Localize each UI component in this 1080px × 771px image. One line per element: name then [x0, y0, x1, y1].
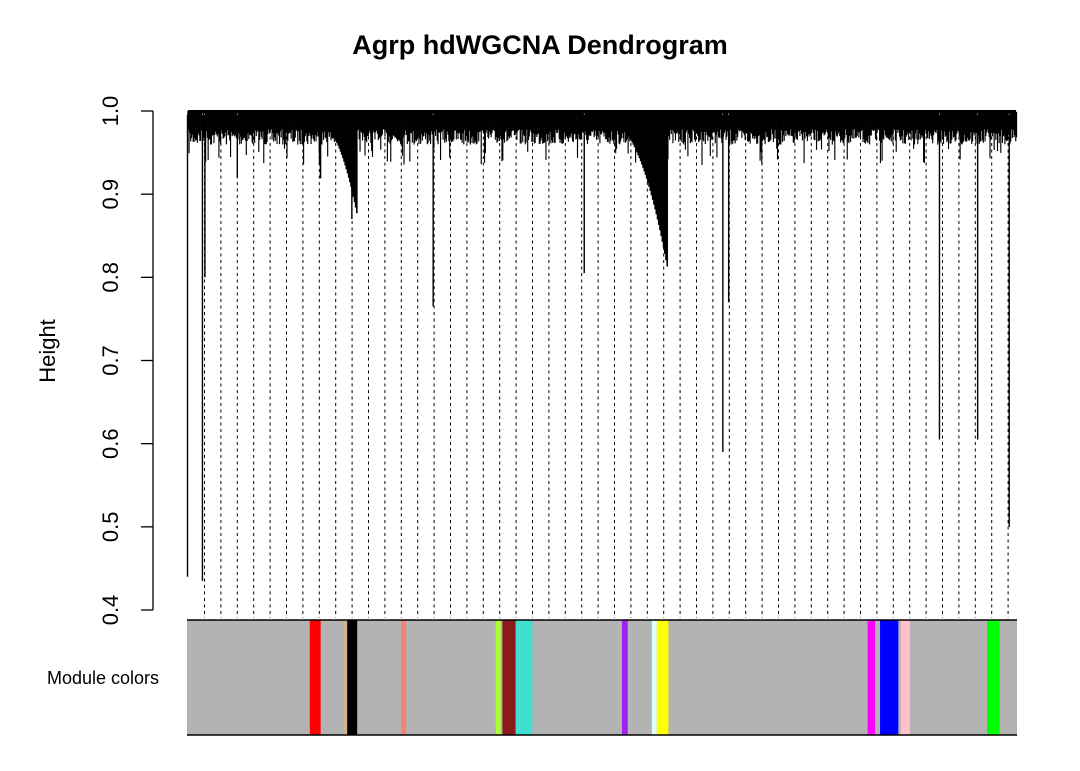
module-colors-label: Module colors — [47, 668, 160, 688]
dashed-leaf-guides — [204, 123, 1009, 618]
module-segment-turquoise — [515, 620, 533, 735]
module-segment-purple — [621, 620, 628, 735]
module-segment-tan — [343, 620, 348, 735]
module-segment-greenyellow — [495, 620, 501, 735]
module-segment-red — [309, 620, 321, 735]
dendrogram-tree — [186, 110, 1018, 581]
module-color-bar — [187, 619, 1017, 736]
chart-title: Agrp hdWGCNA Dendrogram — [352, 30, 728, 60]
y-tick-label: 1.0 — [98, 96, 123, 127]
y-axis: 0.4 0.5 0.6 0.7 0.8 0.9 1.0 — [98, 96, 154, 626]
module-segment-black — [347, 620, 358, 735]
y-tick-label: 0.5 — [98, 512, 123, 543]
module-segment-green — [987, 620, 1000, 735]
color-bar-background — [187, 620, 1017, 735]
y-tick-label: 0.4 — [98, 595, 123, 626]
y-tick-label: 0.7 — [98, 345, 123, 376]
module-segment-cyan — [651, 620, 657, 735]
y-tick-label: 0.8 — [98, 262, 123, 293]
y-tick-label: 0.6 — [98, 428, 123, 459]
module-segment-blue — [880, 620, 899, 735]
module-segment-magenta — [867, 620, 876, 735]
y-tick-label: 0.9 — [98, 179, 123, 210]
module-segment-darkred — [502, 620, 516, 735]
module-segment-yellow — [656, 620, 669, 735]
module-segment-pink — [900, 620, 910, 735]
module-segment-salmon — [401, 620, 407, 735]
